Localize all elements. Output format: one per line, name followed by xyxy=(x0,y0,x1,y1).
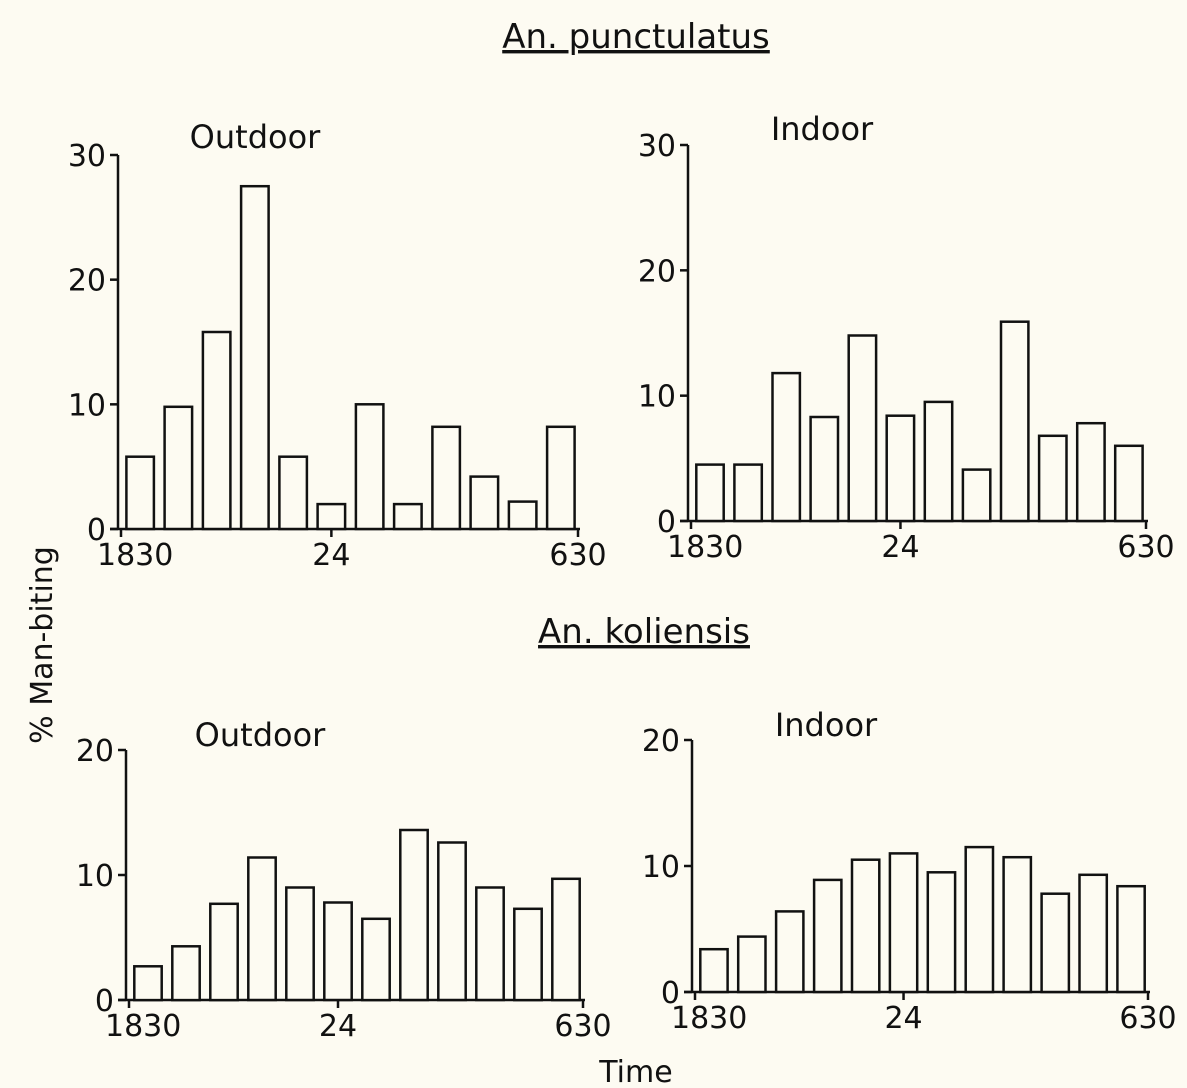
bar xyxy=(545,425,576,531)
x-tick-label: 24 xyxy=(312,538,350,573)
y-tick-label: 0 xyxy=(657,505,676,540)
y-tick-label: 0 xyxy=(87,513,106,548)
y-tick-label: 10 xyxy=(68,388,106,423)
x-tick-label: 630 xyxy=(1119,1001,1176,1036)
bar xyxy=(923,400,954,523)
x-axis-label: Time xyxy=(598,1055,672,1088)
bar xyxy=(1078,873,1109,994)
bar xyxy=(437,841,467,1002)
bar xyxy=(431,425,462,531)
bar xyxy=(733,463,764,523)
panel-title: Outdoor xyxy=(190,118,321,156)
bar xyxy=(475,886,505,1002)
x-tick-label: 24 xyxy=(881,530,919,565)
bar xyxy=(812,878,843,994)
bar xyxy=(507,500,538,531)
x-tick-label: 630 xyxy=(1117,530,1174,565)
bar xyxy=(354,403,385,531)
bar xyxy=(926,871,957,994)
bar xyxy=(1116,884,1146,994)
bar xyxy=(850,858,881,994)
x-tick-label: 1830 xyxy=(97,538,173,573)
bar xyxy=(847,334,878,523)
bar xyxy=(809,415,840,523)
bar xyxy=(247,856,277,1002)
y-tick-label: 20 xyxy=(76,734,114,769)
bar xyxy=(699,947,729,994)
x-tick-label: 24 xyxy=(319,1009,357,1044)
y-tick-label: 30 xyxy=(68,139,106,174)
bar xyxy=(316,502,347,531)
y-tick-label: 0 xyxy=(661,976,680,1011)
y-tick-label: 20 xyxy=(638,254,676,289)
section-title-koliensis: An. koliensis xyxy=(538,612,750,652)
y-tick-label: 0 xyxy=(95,984,114,1019)
bar xyxy=(736,935,767,994)
y-tick-label: 10 xyxy=(638,380,676,415)
bar xyxy=(961,468,992,523)
y-tick-label: 20 xyxy=(642,724,680,759)
y-tick-label: 30 xyxy=(638,129,676,164)
y-tick-label: 20 xyxy=(68,264,106,299)
bar xyxy=(774,910,805,994)
bar xyxy=(285,886,315,1002)
bar xyxy=(695,463,725,523)
bar xyxy=(278,455,309,531)
bar xyxy=(888,852,919,994)
bar xyxy=(323,901,353,1002)
bar xyxy=(771,371,802,523)
bar xyxy=(201,330,232,531)
panel-title: Indoor xyxy=(775,706,878,744)
x-tick-label: 1830 xyxy=(671,1001,747,1036)
x-tick-label: 630 xyxy=(549,538,606,573)
bar xyxy=(125,455,156,531)
bar xyxy=(399,828,429,1002)
section-title-punctulatus: An. punctulatus xyxy=(502,17,770,57)
bar xyxy=(469,475,500,531)
bar xyxy=(1113,444,1144,523)
bar xyxy=(999,320,1030,523)
bar xyxy=(171,945,201,1002)
panel-title: Outdoor xyxy=(195,716,326,754)
y-tick-label: 10 xyxy=(642,850,680,885)
x-tick-label: 1830 xyxy=(105,1009,181,1044)
y-tick-label: 10 xyxy=(76,859,114,894)
bar xyxy=(513,907,543,1002)
bar xyxy=(133,965,163,1002)
bar xyxy=(964,845,995,994)
x-tick-label: 630 xyxy=(554,1009,611,1044)
bar xyxy=(239,184,270,531)
bar xyxy=(1002,855,1033,994)
bar xyxy=(1075,421,1106,523)
bar xyxy=(1040,892,1071,994)
bar xyxy=(885,414,916,523)
bar xyxy=(392,502,423,531)
bar xyxy=(1037,434,1068,523)
x-tick-label: 24 xyxy=(884,1001,922,1036)
bar xyxy=(551,877,581,1002)
bar xyxy=(163,405,194,531)
y-axis-label: % Man-biting xyxy=(25,546,60,744)
bar xyxy=(361,917,391,1002)
bar xyxy=(209,902,239,1002)
panel-title: Indoor xyxy=(771,110,874,148)
x-tick-label: 1830 xyxy=(667,530,743,565)
